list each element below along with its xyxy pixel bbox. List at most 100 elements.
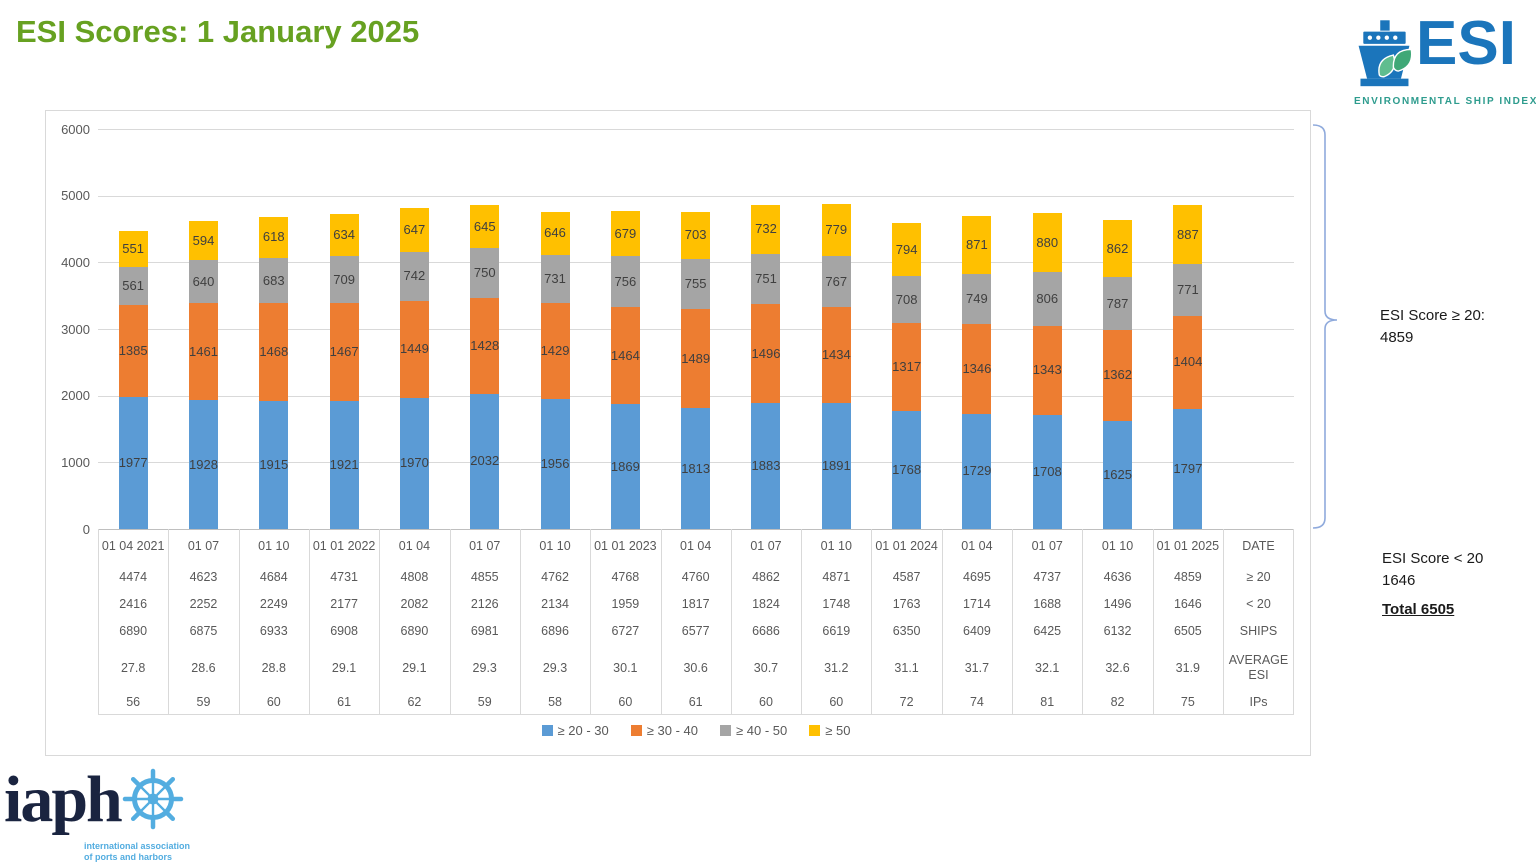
- table-cell-lt_20: 1714: [963, 597, 991, 611]
- table-cell-average_esi: 31.2: [824, 660, 849, 675]
- table-column-border: [168, 529, 170, 714]
- bar-segment: [118, 267, 148, 305]
- table-cell-ips: 61: [337, 695, 352, 709]
- legend-label: ≥ 40 - 50: [736, 723, 788, 738]
- bar-segment-label: 1970: [399, 455, 429, 471]
- bar-segment: [1173, 409, 1203, 529]
- bar-segment-label: 1729: [962, 463, 992, 479]
- table-column-border: [801, 529, 803, 714]
- bar-segment-label: 779: [825, 222, 848, 238]
- annotation-lt20-label: ESI Score < 20: [1382, 550, 1484, 567]
- legend-swatch-icon: [541, 725, 553, 736]
- bar-segment-label: 751: [755, 270, 777, 286]
- table-cell-ge_20: 4695: [963, 569, 991, 584]
- table-cell-date: 01 07: [750, 538, 782, 553]
- bar-segment-label: 871: [966, 237, 988, 253]
- esi-ship-icon: [1358, 20, 1413, 87]
- table-cell-ships: 6896: [541, 624, 569, 638]
- table-cell-date: 01 01 2025: [1156, 538, 1220, 553]
- table-column-border: [308, 529, 310, 714]
- table-cell-ships: 6577: [681, 624, 710, 638]
- table-cell-ips: 60: [266, 695, 281, 709]
- bar-segment: [962, 324, 992, 414]
- table-column-border: [1012, 529, 1014, 714]
- table-column-border: [871, 529, 873, 714]
- bar-segment: [1103, 277, 1133, 330]
- bar-segment-label: 709: [333, 271, 355, 287]
- bar-segment-label: 1883: [751, 458, 781, 474]
- y-axis-tick-label: 5000: [61, 188, 90, 204]
- legend-label: ≥ 50: [825, 723, 851, 738]
- bar-segment-label: 645: [473, 218, 496, 234]
- bar-segment-label: 1385: [118, 343, 148, 359]
- bar-segment: [1032, 415, 1062, 529]
- legend-item: ≥ 50: [809, 723, 850, 738]
- table-column-border: [1293, 529, 1294, 714]
- table-cell-ge_20: 4587: [892, 569, 921, 584]
- table-cell-ships: 6890: [400, 624, 429, 638]
- table-cell-lt_20: 1817: [681, 597, 710, 611]
- table-column-border: [730, 529, 732, 714]
- table-cell-average_esi: 31.9: [1175, 660, 1201, 675]
- bar-segment-label: 862: [1106, 240, 1129, 256]
- table-cell-ships: 6132: [1103, 624, 1132, 638]
- bar-segment-label: 771: [1176, 281, 1199, 297]
- bar-segment-label: 708: [895, 291, 918, 307]
- bar-segment: [892, 223, 922, 277]
- bar-segment-label: 1346: [962, 360, 992, 376]
- table-column-border: [1223, 529, 1224, 714]
- table-cell-ips: 61: [688, 695, 703, 709]
- bar-segment: [259, 303, 289, 402]
- bar-segment-label: 1708: [1032, 464, 1062, 480]
- table-row-label: SHIPS: [1239, 624, 1278, 638]
- bar-segment-label: 731: [544, 270, 566, 286]
- bar-segment-label: 640: [192, 273, 215, 289]
- legend-label: ≥ 20 - 30: [557, 723, 609, 738]
- y-axis-tick-label: 4000: [61, 254, 90, 270]
- table-cell-ge_20: 4474: [119, 569, 148, 584]
- bar-segment: [399, 301, 429, 398]
- y-axis-tick-label: 1000: [61, 454, 90, 470]
- table-cell-ships: 6686: [752, 624, 780, 638]
- bar-segment: [470, 205, 500, 249]
- bar-segment: [399, 251, 429, 302]
- table-cell-ge_20: 4862: [752, 569, 780, 584]
- bar-segment: [399, 208, 429, 252]
- table-column-border: [238, 529, 240, 714]
- bar-segment-label: 1429: [540, 342, 570, 358]
- table-cell-ge_20: 4762: [541, 569, 569, 584]
- bar-segment: [1173, 264, 1203, 316]
- bar-segment: [188, 220, 218, 261]
- table-cell-average_esi: 27.8: [120, 660, 146, 675]
- table-cell-average_esi: 30.7: [753, 660, 779, 675]
- table-column-border: [1152, 529, 1154, 714]
- table-cell-average_esi: 29.1: [331, 660, 357, 675]
- table-cell-lt_20: 2082: [400, 597, 429, 611]
- table-cell-ips: 59: [196, 695, 211, 709]
- bar-segment: [610, 211, 640, 257]
- ship-wheel-icon: [122, 768, 184, 830]
- annotation-ge20-label: ESI Score ≥ 20:: [1380, 307, 1485, 324]
- bar-segment-label: 1434: [821, 347, 851, 363]
- table-cell-ships: 6409: [963, 624, 991, 638]
- y-axis-tick-label: 0: [82, 521, 90, 537]
- table-cell-date: 01 04: [680, 538, 712, 553]
- bar-segment: [892, 411, 922, 529]
- table-cell-date: 01 07: [187, 538, 220, 553]
- table-cell-ships: 6425: [1033, 624, 1062, 638]
- bar-segment: [188, 400, 218, 529]
- table-cell-ips: 59: [477, 695, 492, 709]
- bar-segment: [329, 303, 359, 401]
- table-cell-average_esi: 31.1: [894, 660, 919, 675]
- bar-segment-label: 683: [262, 272, 285, 288]
- y-axis-tick-label: 3000: [61, 321, 90, 337]
- table-cell-ge_20: 4808: [400, 569, 429, 584]
- iaph-subtitle: international association of ports and h…: [84, 841, 191, 862]
- bar-segment-label: 787: [1106, 295, 1129, 311]
- bar-segment-label: 1404: [1173, 354, 1203, 370]
- bar-segment: [399, 397, 429, 529]
- page-title: ESI Scores: 1 January 2025: [16, 14, 420, 49]
- table-column-border: [941, 529, 943, 714]
- table-cell-ge_20: 4623: [189, 569, 218, 584]
- bar-segment: [962, 413, 992, 529]
